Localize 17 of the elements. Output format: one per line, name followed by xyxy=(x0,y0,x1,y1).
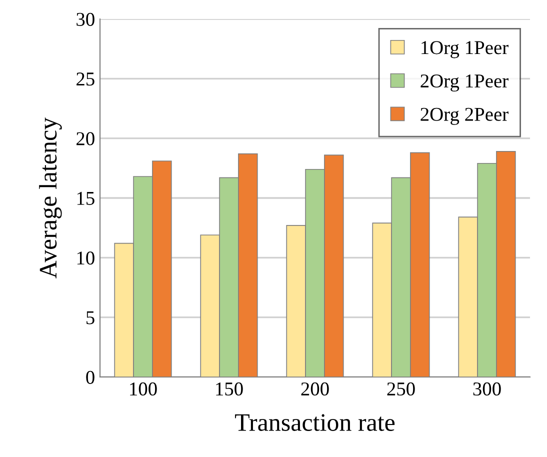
legend-label: 2Org 1Peer xyxy=(420,74,508,92)
y-axis-title: Average latency xyxy=(39,117,62,278)
x-tick-label: 300 xyxy=(473,382,501,396)
x-tick-label: 200 xyxy=(301,382,329,396)
y-tick-label: 25 xyxy=(76,72,94,86)
legend-label: 2Org 2Peer xyxy=(420,108,508,125)
y-tick-label: 0 xyxy=(86,370,94,384)
legend-label: 1Org 1Peer xyxy=(422,41,508,58)
y-tick-label: 30 xyxy=(76,12,94,26)
x-tick-label: 100 xyxy=(130,382,157,396)
y-tick-label: 15 xyxy=(77,192,94,205)
y-tick-label: 5 xyxy=(86,311,94,324)
x-tick-label: 250 xyxy=(387,382,415,396)
x-axis-title: Transaction rate xyxy=(235,414,395,431)
x-tick-label: 150 xyxy=(216,382,243,396)
y-tick-label: 20 xyxy=(76,132,94,146)
y-tick-label: 10 xyxy=(77,251,94,265)
